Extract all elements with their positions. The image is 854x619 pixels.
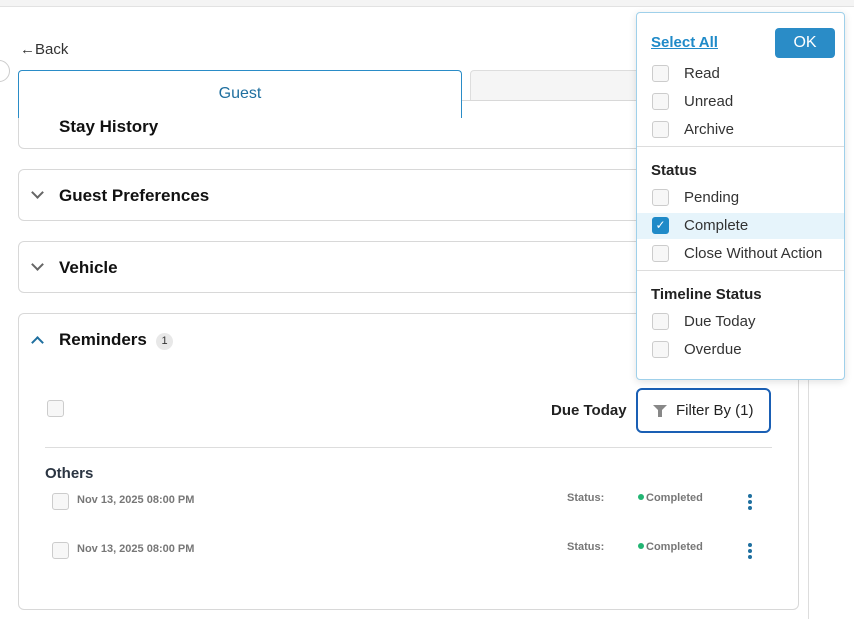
status-dot-icon xyxy=(638,494,644,500)
collapse-toggle[interactable] xyxy=(0,60,10,82)
chevron-up-icon[interactable] xyxy=(31,336,44,349)
ok-button[interactable]: OK xyxy=(775,28,835,58)
tab-guest[interactable]: Guest xyxy=(18,70,462,118)
reminder-date: Nov 13, 2025 08:00 PM xyxy=(77,543,195,555)
filter-option-unread[interactable]: Unread xyxy=(637,89,844,115)
status-badge: Completed xyxy=(638,492,703,504)
filter-option-pending[interactable]: Pending xyxy=(637,185,844,211)
back-button[interactable]: ←Back xyxy=(20,41,69,58)
select-all-link[interactable]: Select All xyxy=(651,34,718,51)
status-dot-icon xyxy=(638,543,644,549)
top-bar xyxy=(0,0,854,7)
divider xyxy=(637,146,844,147)
status-badge: Completed xyxy=(638,541,703,553)
divider xyxy=(45,447,772,448)
checkbox[interactable] xyxy=(652,313,669,330)
reminders-header[interactable]: Reminders xyxy=(59,330,147,349)
filter-option-read[interactable]: Read xyxy=(637,61,844,87)
reminder-date: Nov 13, 2025 08:00 PM xyxy=(77,494,195,506)
timeline-heading: Timeline Status xyxy=(651,286,762,303)
checkbox[interactable] xyxy=(652,341,669,358)
checkbox[interactable] xyxy=(652,65,669,82)
filter-icon xyxy=(653,405,667,417)
filter-option-complete[interactable]: ✓ Complete xyxy=(637,213,844,239)
status-heading: Status xyxy=(651,162,697,179)
row-checkbox[interactable] xyxy=(52,542,69,559)
checkbox[interactable] xyxy=(652,93,669,110)
divider xyxy=(637,270,844,271)
arrow-left-icon: ← xyxy=(20,41,35,58)
filter-button[interactable]: Filter By (1) xyxy=(636,388,771,433)
checkbox[interactable] xyxy=(652,121,669,138)
select-all-checkbox[interactable] xyxy=(47,400,64,417)
row-checkbox[interactable] xyxy=(52,493,69,510)
filter-option-due-today[interactable]: Due Today xyxy=(637,309,844,335)
status-label: Status: xyxy=(567,541,605,553)
count-badge: 1 xyxy=(156,333,173,350)
filter-option-archive[interactable]: Archive xyxy=(637,117,844,143)
checkbox[interactable] xyxy=(652,189,669,206)
group-label: Others xyxy=(45,465,94,482)
filter-option-close-without-action[interactable]: Close Without Action xyxy=(637,241,844,267)
filter-option-overdue[interactable]: Overdue xyxy=(637,337,844,363)
more-options-icon[interactable] xyxy=(748,494,752,512)
due-today-label: Due Today xyxy=(551,402,627,419)
more-options-icon[interactable] xyxy=(748,543,752,561)
filter-dropdown: Select All OK Read Unread Archive Status… xyxy=(636,12,845,380)
chevron-down-icon xyxy=(31,186,44,199)
checkmark-icon[interactable]: ✓ xyxy=(652,217,669,234)
checkbox[interactable] xyxy=(652,245,669,262)
chevron-down-icon xyxy=(31,258,44,271)
status-label: Status: xyxy=(567,492,605,504)
